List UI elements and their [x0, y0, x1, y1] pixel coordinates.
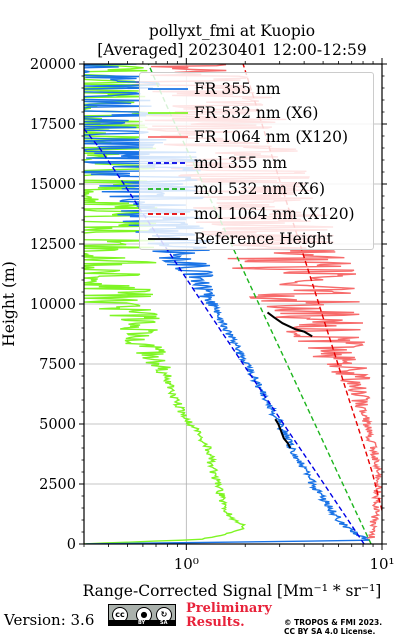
legend-label-fr355: FR 355 nm	[194, 80, 281, 98]
x-axis-label: Range-Corrected Signal [Mm⁻¹ * sr⁻¹]	[83, 582, 382, 600]
y-tick-label: 2500	[39, 477, 76, 493]
legend-label-fr1064: FR 1064 nm (X120)	[194, 128, 349, 146]
y-axis-label: Height (m)	[0, 261, 18, 347]
legend-entry-fr355: FR 355 nm	[140, 78, 375, 100]
copyright-line-2: CC BY SA 4.0 License.	[284, 627, 376, 636]
legend-entry-mol532: mol 532 nm (X6)	[140, 178, 375, 200]
cc-badge-bar	[109, 620, 175, 625]
y-tick-label: 10000	[30, 297, 76, 313]
preliminary-line-2: Results.	[186, 615, 245, 630]
y-tick-label: 0	[67, 537, 76, 553]
cc-license-badge[interactable]: cc ● ↻ BY SA	[108, 604, 176, 626]
cc-by-text: BY	[138, 620, 146, 626]
series-line-ref-lower	[274, 418, 292, 449]
preliminary-line-1: Preliminary	[186, 601, 272, 616]
chart-title-line-2: [Averaged] 20230401 12:00-12:59	[97, 41, 367, 59]
series-line-fr532	[84, 64, 247, 544]
y-tick-label: 20000	[30, 57, 76, 73]
y-tick-label: 17500	[30, 117, 76, 133]
preliminary-notice: Preliminary Results.	[186, 602, 272, 630]
x-axis-ticks: 10⁰ 10¹	[83, 58, 395, 573]
legend-label-mol532: mol 532 nm (X6)	[194, 180, 326, 198]
series-line-mol355	[84, 128, 365, 544]
copyright-line-1: © TROPOS & FMI 2023.	[284, 618, 383, 627]
y-axis-ticks: 0 2500 5000 7500 10000 12500 15000 17500 20000	[30, 57, 387, 553]
legend-entry-fr532: FR 532 nm (X6)	[140, 102, 375, 124]
legend-label-mol1064: mol 1064 nm (X120)	[194, 205, 355, 223]
version-label: Version: 3.6	[4, 611, 95, 629]
legend-label-fr532: FR 532 nm (X6)	[194, 104, 319, 122]
y-tick-label: 12500	[30, 237, 76, 253]
legend-label-ref: Reference Height	[194, 230, 333, 248]
cc-sa-text: SA	[160, 620, 168, 626]
y-tick-label: 5000	[39, 417, 76, 433]
footer: Version: 3.6 cc ● ↻ BY SA Preliminary Re…	[0, 600, 400, 640]
legend-entry-fr1064: FR 1064 nm (X120)	[140, 126, 375, 148]
series-line-mol532	[147, 64, 372, 544]
y-tick-label: 7500	[39, 357, 76, 373]
series-line-fr355	[84, 64, 370, 544]
legend-entry-ref: Reference Height	[140, 228, 375, 250]
x-tick-label: 10¹	[369, 555, 394, 573]
y-tick-label: 15000	[30, 177, 76, 193]
copyright-notice: © TROPOS & FMI 2023. CC BY SA 4.0 Licens…	[284, 618, 382, 636]
series-line-ref	[266, 311, 313, 338]
legend-entry-mol355: mol 355 nm	[140, 152, 375, 174]
legend-entry-mol1064: mol 1064 nm (X120)	[140, 203, 375, 225]
legend-label-mol355: mol 355 nm	[194, 154, 288, 172]
chart-title-line-1: pollyxt_fmi at Kuopio	[148, 22, 316, 40]
x-tick-label: 10⁰	[174, 555, 199, 573]
chart-legend: FR 355 nm FR 532 nm (X6) FR 1064 nm (X12…	[139, 72, 374, 250]
